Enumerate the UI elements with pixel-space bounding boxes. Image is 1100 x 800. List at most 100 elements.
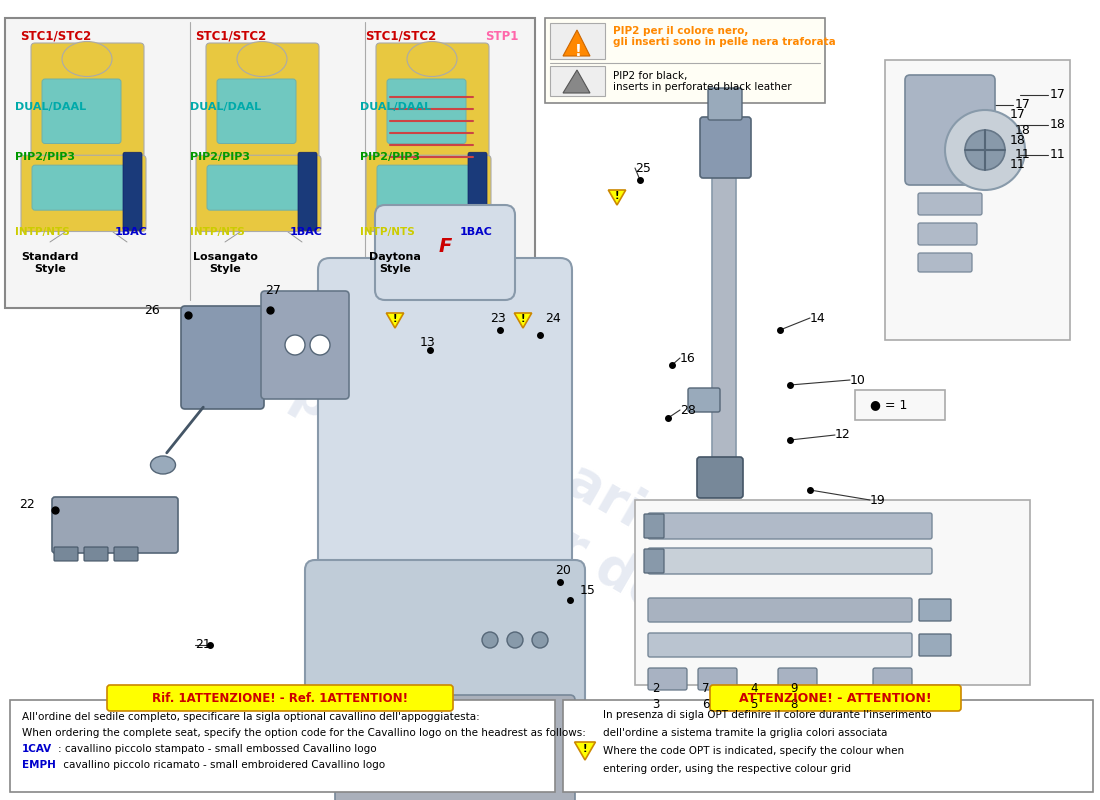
FancyBboxPatch shape — [375, 205, 515, 300]
Text: 28: 28 — [680, 403, 696, 417]
FancyBboxPatch shape — [648, 668, 688, 690]
FancyBboxPatch shape — [376, 43, 490, 158]
Text: F: F — [438, 237, 452, 256]
Ellipse shape — [407, 42, 456, 77]
FancyBboxPatch shape — [318, 258, 572, 602]
FancyBboxPatch shape — [107, 685, 453, 711]
Ellipse shape — [151, 456, 176, 474]
FancyBboxPatch shape — [648, 513, 932, 539]
FancyBboxPatch shape — [387, 79, 466, 143]
Text: 17: 17 — [1050, 89, 1066, 102]
Text: 7: 7 — [702, 682, 710, 694]
Text: 22: 22 — [20, 498, 35, 511]
Text: 26: 26 — [144, 303, 159, 317]
Text: Daytona
Style: Daytona Style — [370, 252, 421, 274]
Text: !: ! — [520, 314, 526, 324]
FancyBboxPatch shape — [123, 152, 142, 230]
FancyBboxPatch shape — [873, 668, 912, 690]
Text: Where the code OPT is indicated, specify the colour when: Where the code OPT is indicated, specify… — [603, 746, 904, 756]
Text: : cavallino piccolo stampato - small embossed Cavallino logo: : cavallino piccolo stampato - small emb… — [58, 744, 376, 754]
Text: 24: 24 — [544, 311, 561, 325]
Text: 19: 19 — [870, 494, 886, 506]
Text: DUAL/DAAL: DUAL/DAAL — [190, 102, 261, 112]
Text: 18: 18 — [1010, 134, 1026, 146]
Polygon shape — [386, 313, 404, 328]
FancyBboxPatch shape — [207, 165, 308, 210]
Text: 6: 6 — [702, 698, 710, 711]
FancyBboxPatch shape — [298, 152, 317, 230]
Text: ● = 1: ● = 1 — [870, 398, 907, 411]
Text: PIP2/PIP3: PIP2/PIP3 — [15, 152, 75, 162]
Text: 11: 11 — [1015, 149, 1031, 162]
Bar — [550, 23, 605, 59]
Text: 10: 10 — [850, 374, 866, 386]
Text: PIP2 for black,: PIP2 for black, — [613, 71, 688, 81]
Text: 5: 5 — [750, 698, 758, 711]
Text: 25: 25 — [635, 162, 651, 174]
Text: Rif. 1ATTENZIONE! - Ref. 1ATTENTION!: Rif. 1ATTENZIONE! - Ref. 1ATTENTION! — [152, 691, 408, 705]
FancyBboxPatch shape — [206, 43, 319, 158]
FancyBboxPatch shape — [644, 549, 664, 573]
Text: PIP2/PIP3: PIP2/PIP3 — [190, 152, 250, 162]
Text: 17: 17 — [1010, 109, 1026, 122]
FancyBboxPatch shape — [918, 634, 952, 656]
Polygon shape — [515, 313, 531, 328]
Bar — [10, 700, 556, 792]
Text: 1BAC: 1BAC — [116, 227, 147, 237]
FancyBboxPatch shape — [648, 598, 912, 622]
FancyBboxPatch shape — [54, 547, 78, 561]
FancyBboxPatch shape — [31, 43, 144, 158]
Text: 4: 4 — [750, 682, 758, 694]
Circle shape — [532, 632, 548, 648]
FancyBboxPatch shape — [918, 223, 977, 245]
Text: entering order, using the respective colour grid: entering order, using the respective col… — [603, 764, 851, 774]
Text: 1BAC: 1BAC — [290, 227, 323, 237]
Circle shape — [482, 632, 498, 648]
Text: Standard
Style: Standard Style — [21, 252, 79, 274]
Text: When ordering the complete seat, specify the option code for the Cavallino logo : When ordering the complete seat, specify… — [22, 728, 586, 738]
Bar — [635, 500, 1030, 685]
Circle shape — [310, 335, 330, 355]
Text: PIP2/PIP3: PIP2/PIP3 — [360, 152, 420, 162]
Text: STC1/STC2: STC1/STC2 — [195, 30, 266, 42]
Text: DUAL/DAAL: DUAL/DAAL — [15, 102, 86, 112]
FancyBboxPatch shape — [700, 117, 751, 178]
FancyBboxPatch shape — [708, 88, 742, 120]
FancyBboxPatch shape — [905, 75, 996, 185]
Text: 17: 17 — [1015, 98, 1031, 111]
Text: STP1: STP1 — [485, 30, 518, 42]
Text: 18: 18 — [1015, 123, 1031, 137]
Text: 13: 13 — [420, 335, 436, 349]
Text: 21: 21 — [195, 638, 211, 651]
Bar — [855, 390, 945, 420]
Text: 16: 16 — [680, 351, 695, 365]
Text: gli inserti sono in pelle nera traforata: gli inserti sono in pelle nera traforata — [613, 37, 836, 47]
Text: STC1/STC2: STC1/STC2 — [365, 30, 437, 42]
Text: eurocarparis.com
passion for details: eurocarparis.com passion for details — [284, 314, 816, 686]
FancyBboxPatch shape — [377, 165, 478, 210]
Bar — [550, 66, 605, 96]
Text: 14: 14 — [810, 311, 826, 325]
Circle shape — [507, 632, 522, 648]
Text: INTP/NTS: INTP/NTS — [360, 227, 415, 237]
Text: 27: 27 — [265, 283, 280, 297]
Bar — [6, 18, 535, 308]
FancyBboxPatch shape — [918, 599, 952, 621]
Polygon shape — [608, 190, 626, 205]
Text: 1CAV: 1CAV — [22, 744, 52, 754]
Bar — [563, 700, 1093, 792]
FancyBboxPatch shape — [114, 547, 138, 561]
FancyBboxPatch shape — [217, 79, 296, 143]
Text: 9: 9 — [790, 682, 798, 694]
Text: !: ! — [583, 744, 587, 754]
Text: 3: 3 — [652, 698, 659, 711]
Text: inserts in perforated black leather: inserts in perforated black leather — [613, 82, 792, 92]
FancyBboxPatch shape — [84, 547, 108, 561]
Polygon shape — [563, 30, 590, 56]
FancyArrowPatch shape — [167, 407, 204, 453]
Text: DUAL/DAAL: DUAL/DAAL — [360, 102, 431, 112]
FancyBboxPatch shape — [778, 668, 817, 690]
Polygon shape — [574, 742, 595, 760]
FancyBboxPatch shape — [698, 668, 737, 690]
Text: !: ! — [393, 314, 397, 324]
